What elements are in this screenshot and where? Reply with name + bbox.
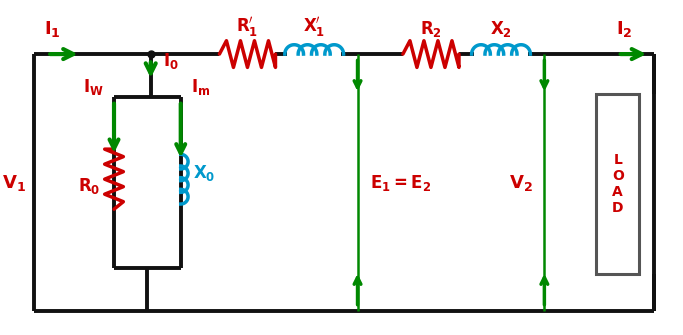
Text: L
O
A
D: L O A D — [612, 153, 624, 215]
Text: $\mathbf{I_1}$: $\mathbf{I_1}$ — [44, 19, 60, 40]
Text: $\mathbf{R_2}$: $\mathbf{R_2}$ — [420, 19, 442, 40]
Text: $\mathbf{E_1 = E_2}$: $\mathbf{E_1 = E_2}$ — [370, 173, 430, 193]
FancyBboxPatch shape — [596, 94, 639, 274]
Text: $\mathbf{X_1'}$: $\mathbf{X_1'}$ — [303, 15, 325, 40]
Text: $\mathbf{I_0}$: $\mathbf{I_0}$ — [163, 51, 178, 71]
Text: $\mathbf{R_0}$: $\mathbf{R_0}$ — [78, 176, 100, 196]
Text: $\mathbf{I_m}$: $\mathbf{I_m}$ — [191, 77, 210, 97]
Text: $\mathbf{I_2}$: $\mathbf{I_2}$ — [616, 19, 632, 40]
Text: $\mathbf{V_1}$: $\mathbf{V_1}$ — [2, 173, 26, 193]
Text: $\mathbf{R_1'}$: $\mathbf{R_1'}$ — [236, 15, 259, 40]
Text: $\mathbf{I_W}$: $\mathbf{I_W}$ — [83, 77, 104, 97]
Text: $\mathbf{X_0}$: $\mathbf{X_0}$ — [193, 162, 215, 183]
Text: $\mathbf{V_2}$: $\mathbf{V_2}$ — [509, 173, 532, 193]
Text: $\mathbf{X_2}$: $\mathbf{X_2}$ — [490, 19, 512, 40]
